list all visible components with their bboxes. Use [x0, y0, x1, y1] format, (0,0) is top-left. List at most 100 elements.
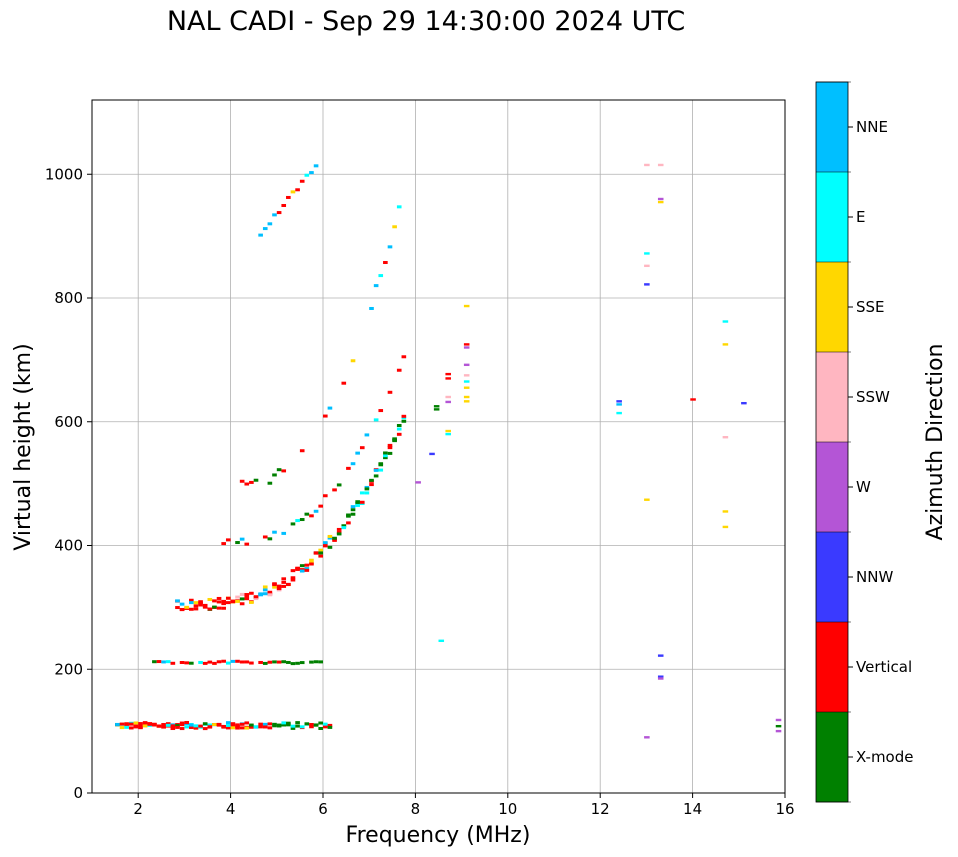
e-layer-echo — [128, 722, 134, 726]
colorbar-segment-vertical — [816, 622, 848, 712]
f-layer-echo — [327, 534, 333, 538]
f-layer-echo — [318, 551, 323, 555]
e-layer-echo — [198, 724, 203, 728]
f-layer-echo — [276, 587, 282, 591]
f-layer-echo — [202, 603, 208, 607]
f-layer-echo — [258, 592, 263, 596]
echo-point — [463, 304, 470, 308]
e-2hop-echo — [202, 661, 208, 665]
e-layer-echo — [133, 724, 139, 728]
f-layer-echo — [295, 567, 300, 571]
e-2hop-echo — [198, 660, 203, 664]
colorbar-segment-w — [816, 442, 848, 532]
upper-echo — [276, 211, 282, 215]
f-3hop-echo — [253, 478, 259, 482]
e-2hop-echo — [262, 661, 268, 665]
f-layer-echo — [327, 545, 333, 549]
echo-point — [657, 197, 664, 201]
e-layer-echo — [290, 726, 296, 730]
e-2hop-echo — [318, 660, 323, 664]
y-tick-label: 1000 — [45, 165, 83, 183]
e-layer-echo — [249, 723, 254, 727]
e-layer-echo — [165, 722, 171, 726]
f-layer-echo — [221, 606, 226, 610]
e-layer-echo — [147, 722, 153, 726]
f-layer-echo — [373, 468, 379, 472]
f-layer-echo — [286, 582, 291, 586]
f-2hop-echo — [221, 542, 226, 546]
e-layer-echo — [267, 722, 273, 726]
f-layer-echo — [364, 491, 370, 495]
e-2hop-echo — [179, 660, 185, 664]
f-layer-echo — [341, 524, 347, 528]
colorbar-label-ssw: SSW — [856, 388, 890, 406]
echo-point — [445, 372, 451, 376]
f-layer-echo — [239, 592, 245, 596]
f-layer-echo — [281, 580, 287, 584]
f-layer-echo — [235, 595, 240, 599]
e-2hop-echo — [156, 660, 162, 664]
f-layer-echo — [267, 593, 273, 597]
echo-point — [616, 400, 622, 403]
e-layer-echo — [124, 723, 129, 727]
e-layer-echo — [212, 723, 217, 727]
e-2hop-echo — [170, 661, 176, 665]
f-layer-echo — [396, 423, 402, 427]
upper-echo — [258, 233, 263, 237]
e-layer-echo — [230, 724, 236, 728]
e-layer-echo — [216, 722, 222, 726]
f-2hop-echo — [364, 433, 370, 437]
x-tick-label: 4 — [226, 800, 236, 818]
f-layer-echo — [193, 601, 199, 605]
f-2hop-echo — [401, 355, 407, 359]
f-2hop-echo — [272, 530, 277, 534]
x-tick-label: 2 — [133, 800, 143, 818]
f-layer-echo — [355, 500, 360, 504]
e-layer-echo — [235, 726, 240, 730]
f-layer-echo — [378, 468, 384, 472]
f-layer-echo — [327, 536, 333, 540]
colorbar-label-sse: SSE — [856, 298, 885, 316]
f-layer-echo — [239, 597, 245, 601]
e-layer-echo — [165, 723, 171, 727]
e-layer-echo — [313, 723, 319, 727]
f-3hop-echo — [378, 274, 384, 278]
data-marks — [115, 163, 782, 739]
upper-echo — [267, 222, 273, 226]
f-3hop-echo — [267, 481, 273, 485]
y-tick-label: 400 — [54, 537, 83, 555]
f-2hop-echo — [262, 535, 268, 539]
e-layer-echo — [175, 725, 180, 729]
echo-point — [445, 432, 451, 436]
e-layer-echo — [262, 722, 268, 726]
f-layer-echo — [253, 595, 259, 599]
f-layer-echo — [364, 487, 370, 491]
f-2hop-echo — [309, 514, 314, 518]
f-3hop-echo — [249, 480, 254, 484]
f-layer-echo — [249, 591, 254, 595]
f-2hop-echo — [359, 446, 365, 450]
f-layer-echo — [262, 585, 268, 589]
e-layer-echo — [179, 723, 185, 727]
e-2hop-echo — [309, 660, 314, 664]
f-layer-echo — [332, 538, 337, 542]
e-layer-echo — [244, 726, 250, 730]
e-layer-echo — [207, 723, 213, 727]
x-tick-label: 6 — [318, 800, 328, 818]
e-layer-echo — [189, 723, 194, 727]
f-layer-echo — [369, 483, 374, 487]
echo-point — [657, 675, 664, 678]
e-layer-echo — [170, 724, 176, 728]
f-layer-echo — [396, 427, 402, 431]
f-2hop-echo — [373, 418, 379, 422]
e-layer-echo — [124, 725, 129, 729]
x-axis-label: Frequency (MHz) — [346, 823, 531, 848]
colorbar-label-nnw: NNW — [856, 568, 893, 586]
f-layer-echo — [212, 599, 217, 603]
f-layer-echo — [225, 596, 231, 600]
e-layer-echo — [239, 722, 245, 726]
f-layer-echo — [175, 606, 180, 610]
e-layer-echo — [161, 725, 166, 729]
e-layer-echo — [225, 726, 231, 730]
